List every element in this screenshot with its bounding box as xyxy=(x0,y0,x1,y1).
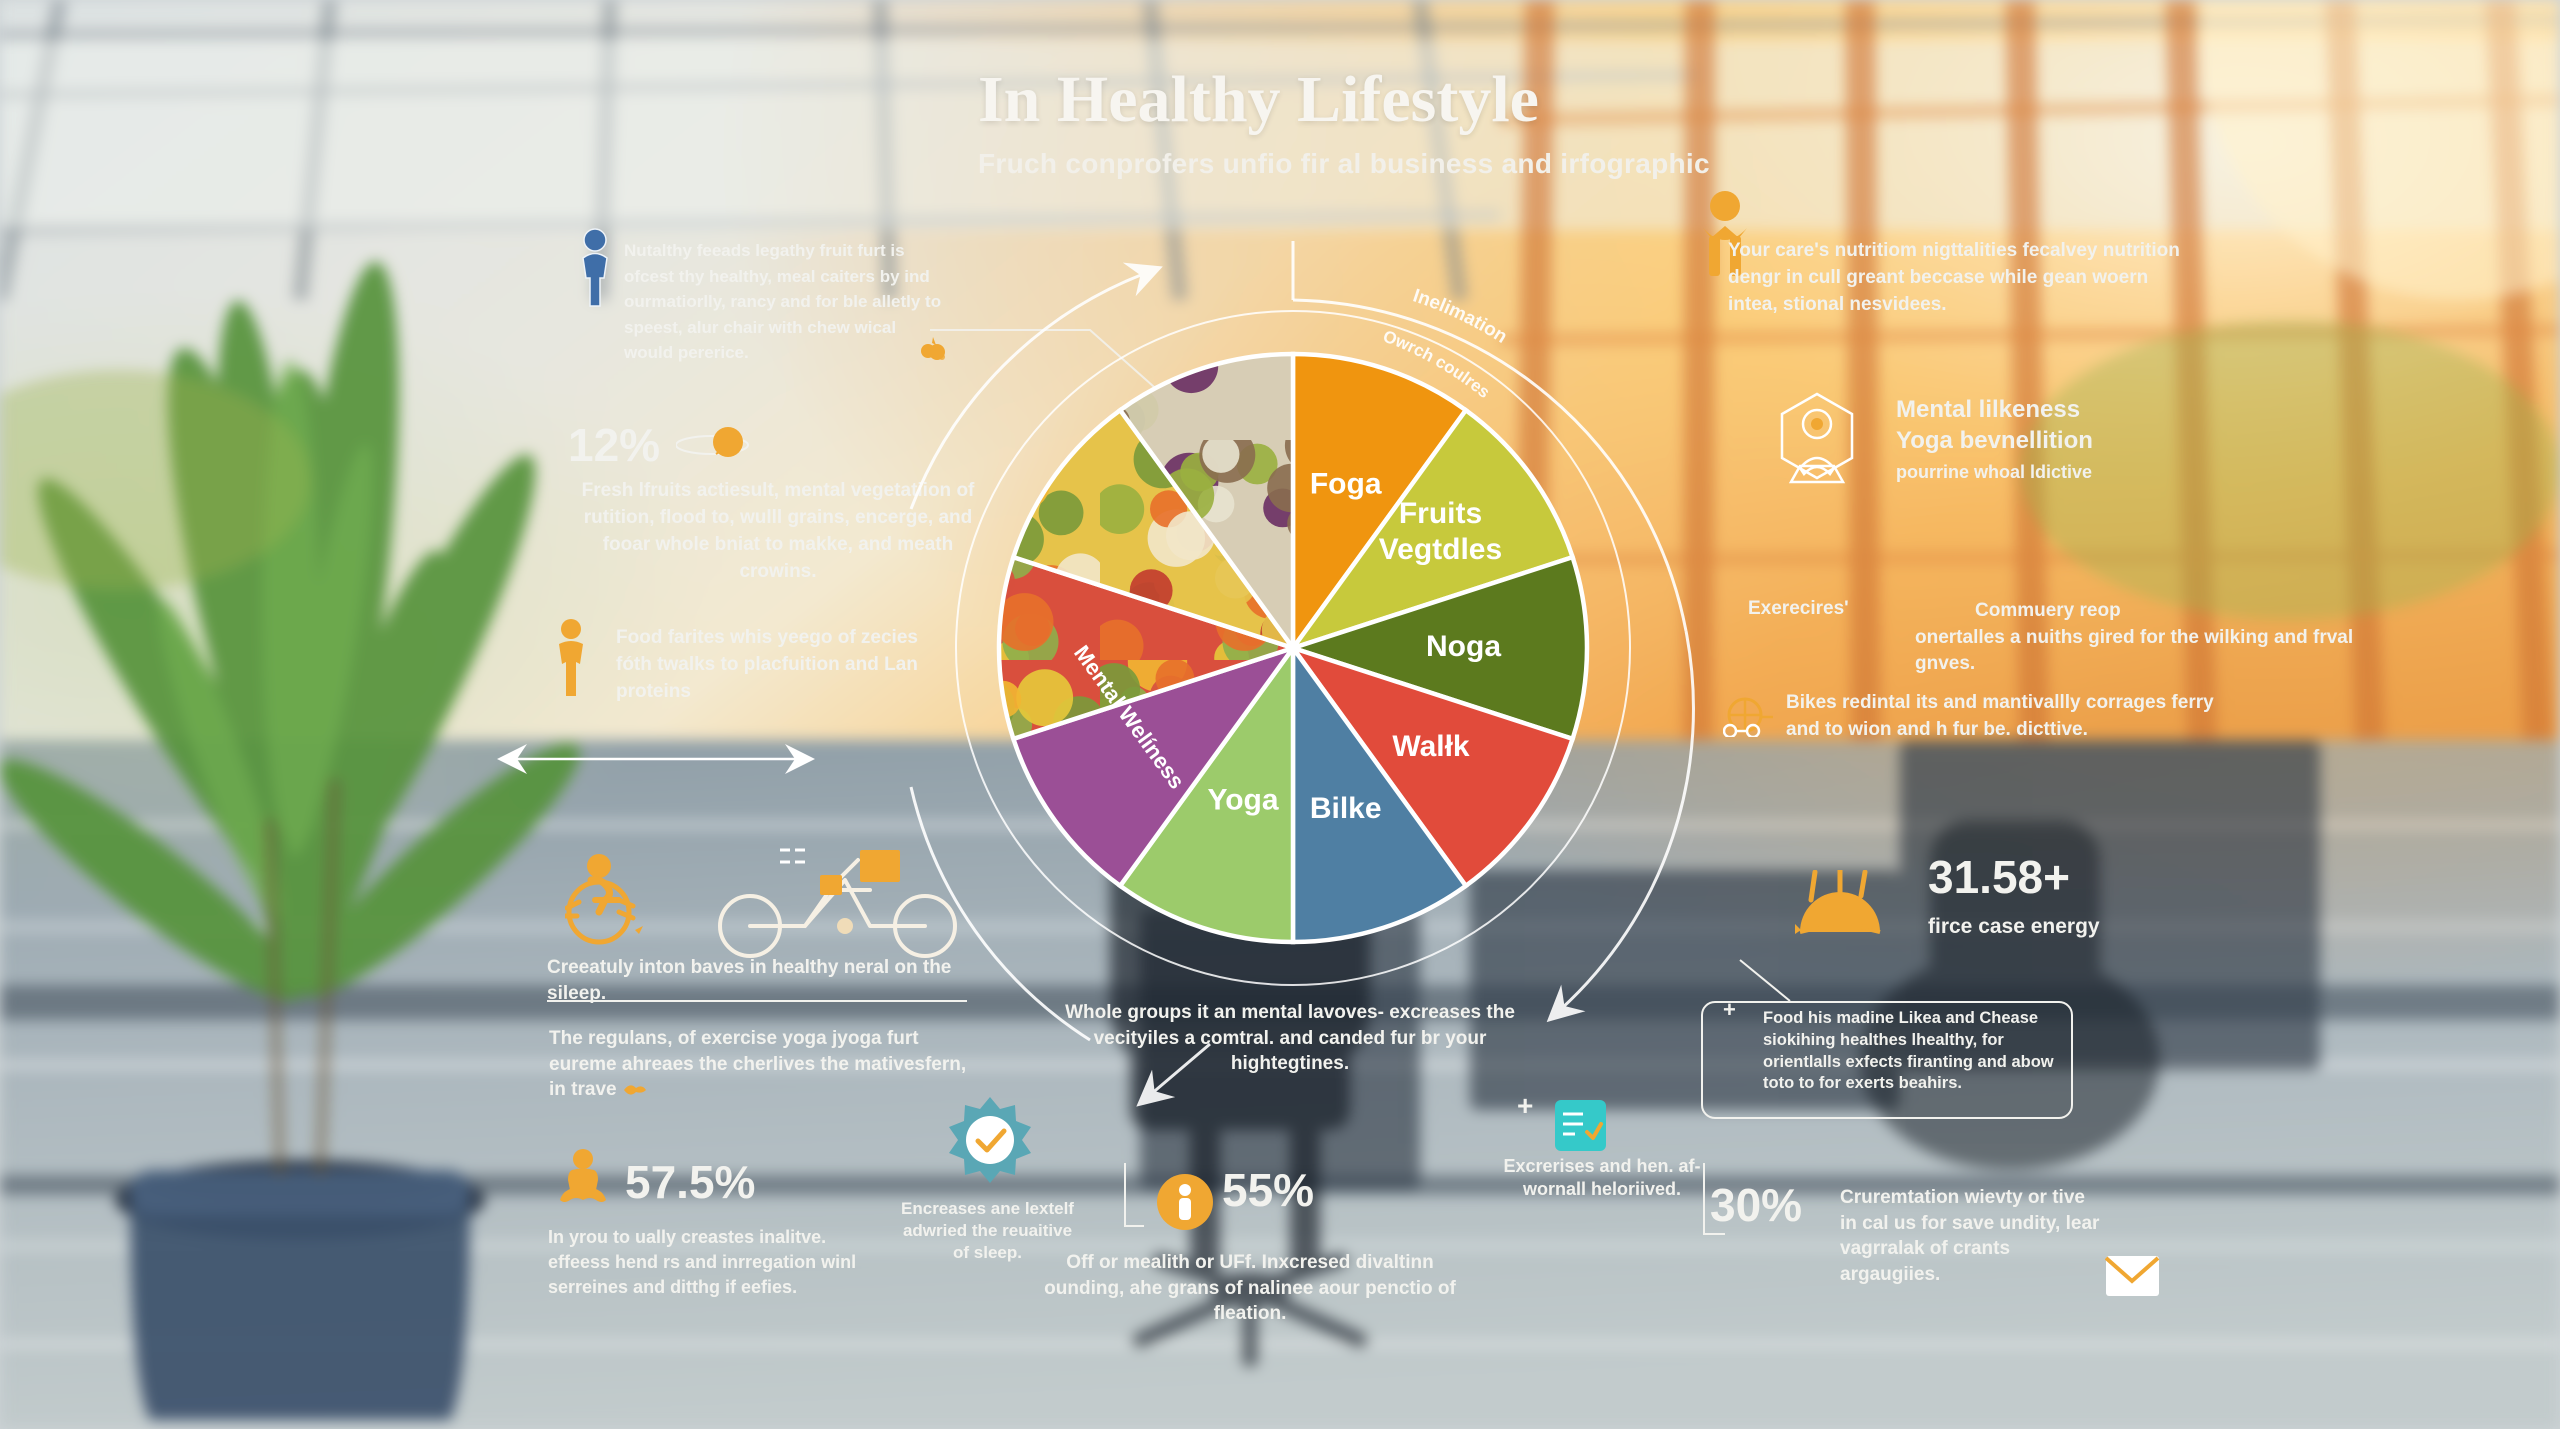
svg-text:Noga: Noga xyxy=(1426,630,1501,663)
svg-text:Foga: Foga xyxy=(1310,468,1382,501)
svg-text:Walłk: Walłk xyxy=(1392,730,1470,763)
svg-text:Yoga: Yoga xyxy=(1207,784,1278,817)
svg-text:Bilke: Bilke xyxy=(1310,792,1382,825)
